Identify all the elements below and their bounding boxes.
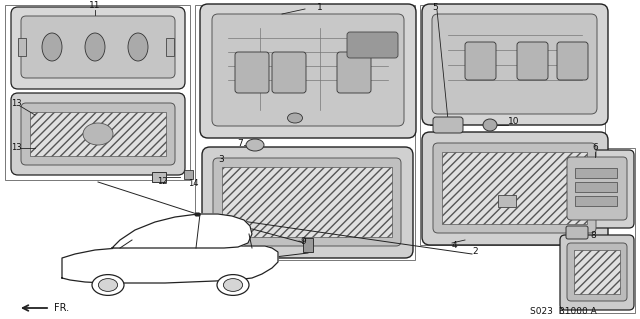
Ellipse shape — [128, 33, 148, 61]
Bar — [442, 152, 587, 224]
Text: 6: 6 — [592, 144, 598, 152]
Ellipse shape — [85, 33, 105, 61]
Text: 9: 9 — [300, 238, 306, 247]
FancyBboxPatch shape — [560, 235, 634, 310]
Bar — [575, 196, 617, 206]
Text: 7: 7 — [237, 138, 243, 147]
FancyBboxPatch shape — [337, 52, 371, 93]
Text: 13: 13 — [11, 144, 22, 152]
FancyBboxPatch shape — [422, 132, 608, 245]
FancyBboxPatch shape — [560, 150, 634, 228]
FancyBboxPatch shape — [11, 7, 185, 89]
FancyBboxPatch shape — [212, 14, 404, 126]
FancyBboxPatch shape — [21, 16, 175, 78]
Text: 14: 14 — [188, 179, 198, 188]
Ellipse shape — [92, 275, 124, 295]
Bar — [303, 238, 313, 252]
Bar — [5, 5, 190, 180]
Text: 11: 11 — [89, 2, 100, 11]
Bar — [152, 172, 166, 182]
Text: 3: 3 — [218, 155, 224, 165]
FancyBboxPatch shape — [235, 52, 269, 93]
FancyBboxPatch shape — [433, 117, 463, 133]
Ellipse shape — [483, 119, 497, 131]
Text: 12: 12 — [157, 177, 168, 187]
Polygon shape — [112, 214, 252, 248]
Text: 5: 5 — [432, 3, 438, 11]
FancyBboxPatch shape — [557, 42, 588, 80]
Bar — [222, 167, 392, 237]
FancyBboxPatch shape — [200, 4, 416, 138]
Text: 10: 10 — [508, 117, 520, 127]
FancyBboxPatch shape — [433, 143, 596, 233]
Text: 4: 4 — [452, 241, 458, 249]
Ellipse shape — [246, 139, 264, 151]
Bar — [575, 168, 617, 178]
Bar — [195, 5, 415, 260]
Text: 13: 13 — [11, 99, 22, 108]
FancyBboxPatch shape — [465, 42, 496, 80]
Ellipse shape — [223, 278, 243, 291]
FancyBboxPatch shape — [213, 158, 401, 246]
FancyBboxPatch shape — [566, 226, 588, 239]
Text: 2: 2 — [472, 248, 477, 256]
Ellipse shape — [42, 33, 62, 61]
FancyBboxPatch shape — [567, 157, 627, 220]
Bar — [575, 182, 617, 192]
FancyBboxPatch shape — [272, 52, 306, 93]
Bar — [420, 5, 605, 245]
Text: S023  B1000 A: S023 B1000 A — [530, 307, 596, 315]
Polygon shape — [62, 246, 278, 283]
Bar — [18, 38, 26, 56]
FancyBboxPatch shape — [517, 42, 548, 80]
Bar — [184, 170, 193, 179]
Bar — [560, 148, 635, 313]
Text: 1: 1 — [317, 3, 323, 11]
Text: FR.: FR. — [54, 303, 69, 313]
Text: 8: 8 — [590, 232, 596, 241]
Ellipse shape — [99, 278, 118, 291]
FancyBboxPatch shape — [11, 93, 185, 175]
Bar — [574, 250, 620, 294]
FancyBboxPatch shape — [21, 103, 175, 165]
FancyBboxPatch shape — [567, 243, 627, 301]
Ellipse shape — [287, 113, 303, 123]
Bar — [498, 195, 516, 207]
FancyBboxPatch shape — [422, 4, 608, 125]
Bar — [166, 38, 174, 56]
FancyBboxPatch shape — [202, 147, 413, 258]
FancyBboxPatch shape — [347, 32, 398, 58]
FancyBboxPatch shape — [432, 14, 597, 114]
Bar — [30, 112, 166, 156]
Ellipse shape — [217, 275, 249, 295]
Ellipse shape — [83, 123, 113, 145]
